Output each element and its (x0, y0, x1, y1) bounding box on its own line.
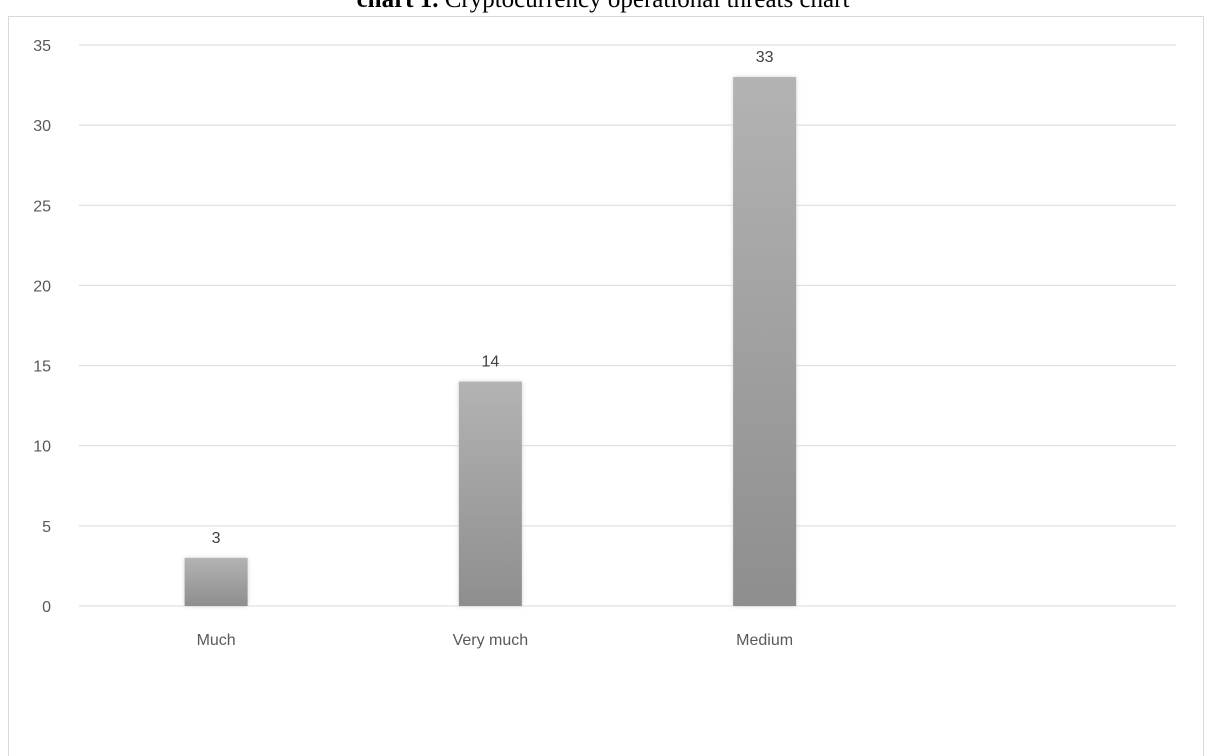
data-label: 33 (756, 49, 774, 66)
bar-medium (733, 77, 797, 607)
y-tick-label: 20 (33, 278, 51, 295)
data-labels: 3 14 33 (212, 49, 774, 547)
bars (184, 77, 797, 607)
x-axis-tick-labels: Much Very much Medium (197, 632, 794, 649)
y-tick-label: 10 (33, 439, 51, 456)
x-tick-label: Much (197, 632, 236, 649)
y-tick-label: 25 (33, 198, 51, 215)
y-tick-label: 30 (33, 118, 51, 135)
data-label: 14 (481, 354, 499, 371)
chart-frame (8, 16, 1204, 756)
bar-much (184, 557, 248, 606)
x-tick-label: Very much (453, 632, 529, 649)
y-axis-tick-labels: 0 5 10 15 20 25 30 35 (33, 38, 51, 616)
data-label: 3 (212, 530, 221, 547)
y-tick-label: 5 (42, 519, 51, 536)
y-tick-label: 35 (33, 38, 51, 55)
gridlines (79, 44, 1176, 607)
y-tick-label: 0 (42, 599, 51, 616)
chart-title-text: Cryptocurrency operational threats chart (445, 0, 850, 13)
bar-very-much (458, 381, 522, 606)
y-tick-label: 15 (33, 359, 51, 376)
bar-chart: 0 5 10 15 20 25 30 35 3 14 33 Much Very much Medium (33, 38, 1176, 649)
chart-title: chart 1. Cryptocurrency operational thre… (0, 0, 1206, 14)
chart-title-prefix: chart 1. (357, 0, 439, 13)
x-tick-label: Medium (736, 632, 793, 649)
